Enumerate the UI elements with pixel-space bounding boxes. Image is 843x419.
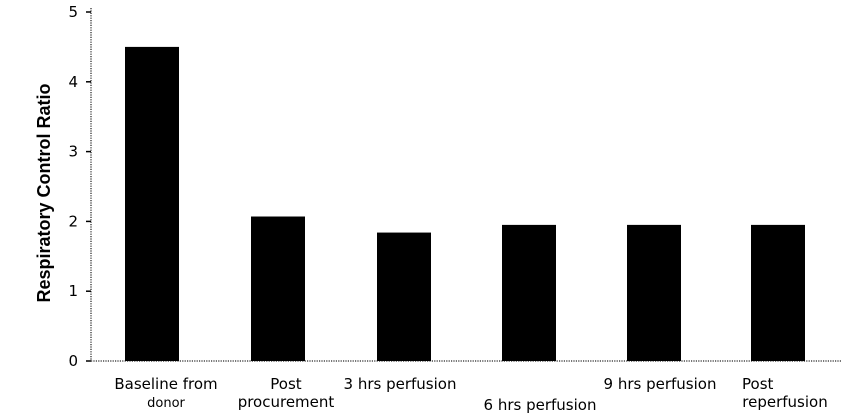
bar	[377, 232, 431, 361]
x-tick-label: donor	[147, 396, 185, 411]
x-tick-label: reperfusion	[742, 393, 827, 411]
bar	[251, 216, 305, 361]
y-tick-label: 5	[68, 3, 78, 21]
bar	[751, 224, 805, 361]
bar	[125, 46, 179, 362]
x-tick-label: 6 hrs perfusion	[484, 396, 597, 414]
x-tick-label: Post	[270, 375, 302, 393]
x-tick-label: Post	[742, 375, 774, 393]
bar	[627, 224, 681, 361]
x-tick-label: Baseline from	[114, 375, 217, 393]
y-tick-label: 1	[68, 282, 78, 300]
y-tick-label: 4	[68, 73, 78, 91]
bars	[125, 46, 805, 362]
x-tick-label: 9 hrs perfusion	[604, 375, 717, 393]
y-tick-label: 0	[68, 352, 78, 370]
x-tick-label: 3 hrs perfusion	[344, 375, 457, 393]
y-axis-title-group: Respiratory Control Ratio	[34, 83, 54, 302]
y-axis-title: Respiratory Control Ratio	[34, 83, 54, 302]
y-tick-label: 3	[68, 143, 78, 161]
x-tick-label: procurement	[238, 393, 335, 411]
bar	[502, 224, 556, 361]
y-ticks: 0 1 2 3 4 5	[68, 3, 91, 370]
y-tick-label: 2	[68, 212, 78, 230]
axes	[90, 8, 842, 362]
